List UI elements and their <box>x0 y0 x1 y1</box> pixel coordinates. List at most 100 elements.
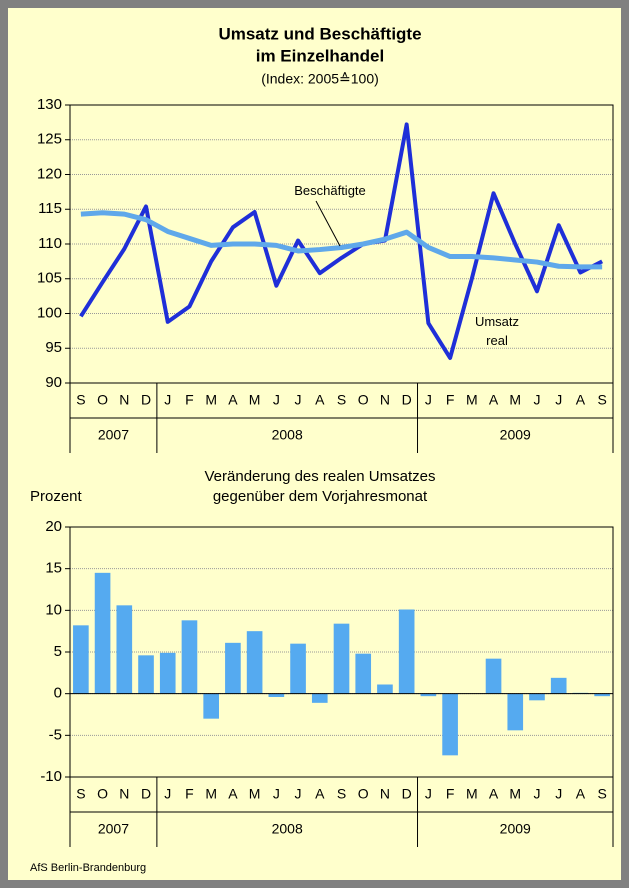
y-tick-label: 125 <box>37 131 62 148</box>
y-tick-label: 95 <box>45 339 62 356</box>
x-tick-label: A <box>576 786 586 802</box>
x-tick-label: A <box>228 392 238 408</box>
x-tick-label: M <box>466 786 478 802</box>
series-line <box>80 210 603 270</box>
bar <box>203 693 219 719</box>
bar <box>311 693 328 703</box>
x-group-label: 2008 <box>272 821 303 837</box>
y-tick-label: -10 <box>40 768 62 785</box>
chart-title: Veränderung des realen Umsatzes <box>205 468 436 485</box>
x-tick-label: M <box>466 392 478 408</box>
chart-title: gegenüber dem Vorjahresmonat <box>213 488 428 505</box>
bar <box>594 693 610 697</box>
x-tick-label: M <box>249 786 261 802</box>
x-tick-label: N <box>380 786 390 802</box>
y-tick-label: 130 <box>37 96 62 113</box>
x-tick-label: J <box>425 786 432 802</box>
x-tick-label: D <box>141 392 151 408</box>
x-tick-label: O <box>358 392 369 408</box>
x-tick-label: J <box>425 392 432 408</box>
x-tick-label: S <box>337 786 346 802</box>
x-tick-label: J <box>273 392 280 408</box>
x-tick-label: J <box>555 786 562 802</box>
x-tick-label: F <box>446 392 455 408</box>
x-tick-label: S <box>597 392 606 408</box>
y-tick-label: 5 <box>54 643 62 660</box>
y-axis-label: Prozent <box>30 488 83 505</box>
bar <box>138 655 154 694</box>
bar <box>268 693 285 697</box>
x-group-label: 2008 <box>272 427 303 443</box>
bar <box>529 693 545 701</box>
y-tick-label: -5 <box>49 726 62 743</box>
x-group-label: 2007 <box>98 821 129 837</box>
bar <box>290 643 306 694</box>
y-tick-label: 0 <box>54 685 62 702</box>
x-tick-label: D <box>402 786 412 802</box>
x-tick-label: A <box>315 392 325 408</box>
x-tick-label: M <box>509 786 521 802</box>
bar <box>225 642 241 694</box>
x-tick-label: J <box>533 392 540 408</box>
x-tick-label: D <box>402 392 412 408</box>
y-tick-label: 90 <box>45 374 62 391</box>
source: AfS Berlin-Brandenburg <box>30 862 146 874</box>
leader-line <box>315 200 341 247</box>
x-tick-label: F <box>446 786 455 802</box>
panel <box>8 8 621 880</box>
x-tick-label: F <box>185 786 194 802</box>
x-group-label: 2009 <box>500 821 531 837</box>
y-tick-label: 105 <box>37 270 62 287</box>
series-line <box>79 122 604 360</box>
x-tick-label: M <box>249 392 261 408</box>
x-tick-label: M <box>205 786 217 802</box>
y-tick-label: 100 <box>37 304 62 321</box>
bar <box>181 620 198 694</box>
x-tick-label: J <box>295 786 302 802</box>
x-tick-label: N <box>380 392 390 408</box>
bar <box>377 684 393 694</box>
chart-title: Umsatz und Beschäftigte <box>218 24 421 43</box>
x-tick-label: O <box>358 786 369 802</box>
series-label: Beschäftigte <box>294 183 366 198</box>
x-tick-label: J <box>295 392 302 408</box>
y-tick-label: 10 <box>45 601 62 618</box>
x-tick-label: A <box>489 786 499 802</box>
x-tick-label: A <box>576 392 586 408</box>
y-tick-label: 20 <box>45 518 62 535</box>
bar <box>550 677 567 694</box>
bar <box>246 631 263 694</box>
x-tick-label: A <box>489 392 499 408</box>
x-tick-label: M <box>205 392 217 408</box>
x-tick-label: A <box>228 786 238 802</box>
x-tick-label: S <box>76 392 85 408</box>
x-tick-label: J <box>555 392 562 408</box>
y-tick-label: 120 <box>37 165 62 182</box>
bar <box>507 693 524 731</box>
bar <box>333 623 350 694</box>
y-tick-label: 110 <box>38 235 62 252</box>
bar <box>398 609 415 694</box>
bar <box>355 653 372 694</box>
x-tick-label: D <box>141 786 151 802</box>
bar <box>442 693 458 756</box>
x-tick-label: J <box>164 392 171 408</box>
x-tick-label: J <box>273 786 280 802</box>
x-tick-label: A <box>315 786 325 802</box>
series-label: Umsatz real <box>474 314 520 348</box>
plot-border <box>69 526 614 778</box>
chart-subtitle: (Index: 2005≙100) <box>261 71 379 87</box>
bar <box>116 605 133 694</box>
x-tick-label: N <box>119 392 129 408</box>
x-tick-label: O <box>97 392 108 408</box>
x-tick-label: J <box>533 786 540 802</box>
bar <box>420 693 437 697</box>
x-tick-label: M <box>509 392 521 408</box>
x-tick-label: S <box>337 392 346 408</box>
x-tick-label: O <box>97 786 108 802</box>
bar <box>73 625 89 694</box>
y-tick-label: 115 <box>38 200 62 217</box>
bar <box>159 652 176 694</box>
